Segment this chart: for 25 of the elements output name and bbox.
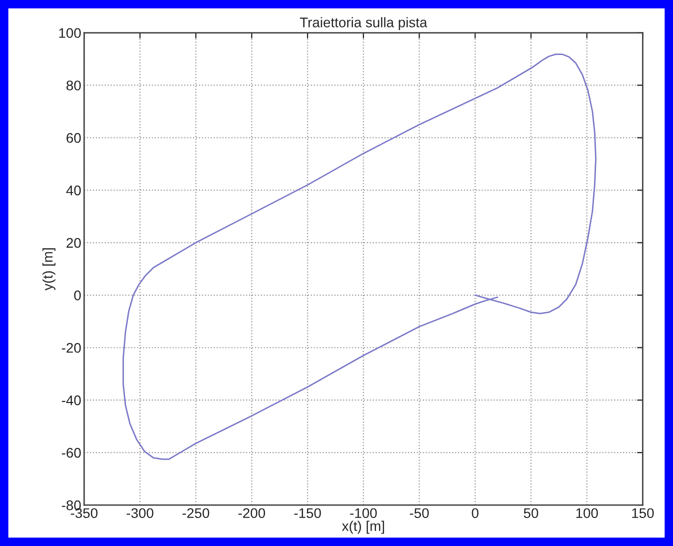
x-tick-label: -350	[70, 508, 98, 518]
y-tick-label: -60	[62, 448, 81, 458]
x-tick-label: -200	[238, 508, 266, 518]
y-tick-label: 0	[74, 290, 81, 300]
y-tick-label: 20	[66, 238, 81, 248]
y-tick-label: -20	[62, 342, 81, 353]
y-tick-label: 60	[66, 133, 81, 143]
x-tick-label: 50	[524, 508, 538, 518]
y-tick-label: -40	[62, 395, 81, 406]
y-tick-label: 100	[59, 28, 81, 38]
x-tick-label: 100	[576, 508, 598, 518]
y-tick-label: 80	[66, 80, 81, 90]
y-axis-title: y(t) [m]	[42, 248, 56, 290]
line-series	[122, 54, 596, 460]
x-tick-label: 0	[472, 508, 478, 518]
x-axis-title: x(t) [m]	[342, 520, 384, 534]
x-tick-label: 150	[632, 508, 654, 518]
x-tick-label: -250	[182, 508, 210, 518]
chart-title: Traiettoria sulla pista	[300, 17, 428, 30]
x-tick-label: -300	[126, 508, 154, 518]
x-tick-label: -150	[294, 508, 321, 518]
y-tick-label: 40	[66, 186, 81, 196]
x-tick-label: -100	[350, 508, 377, 518]
x-tick-label: -50	[410, 508, 429, 518]
y-tick-label: -80	[62, 500, 81, 510]
